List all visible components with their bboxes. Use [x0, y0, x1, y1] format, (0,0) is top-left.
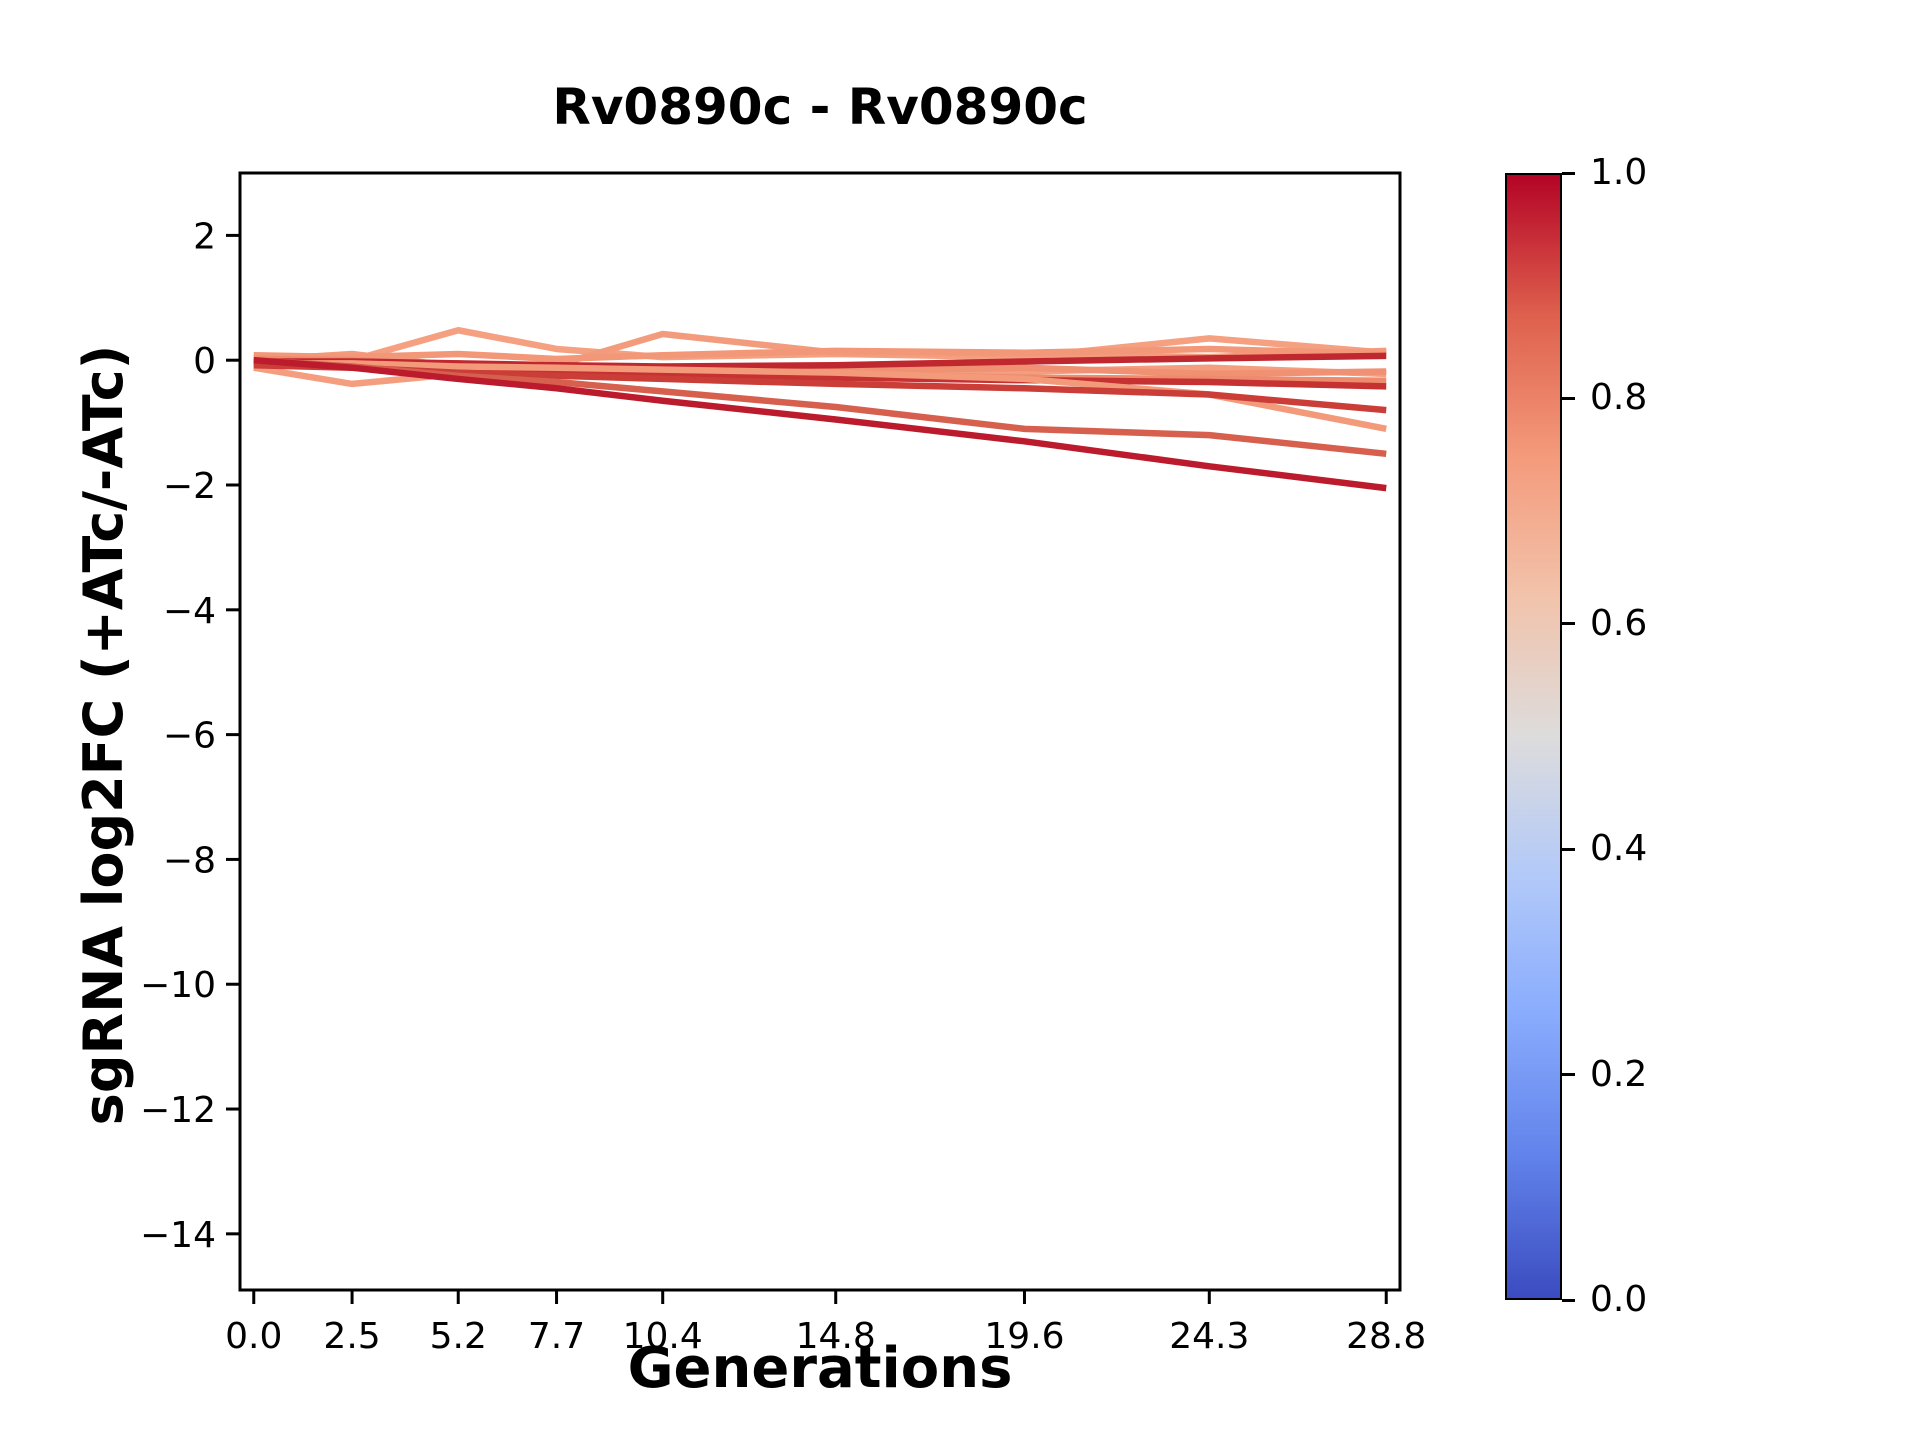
x-tick-label: 7.7	[528, 1316, 585, 1357]
colorbar-tick-mark	[1562, 396, 1575, 400]
x-tick-label: 5.2	[430, 1316, 487, 1357]
series-line-sgrna-12	[253, 356, 1387, 492]
colorbar-tick-label: 0.4	[1590, 828, 1648, 870]
colorbar-tick-mark	[1562, 171, 1575, 175]
x-tick-label: 2.5	[323, 1316, 380, 1357]
y-tick-label: −2	[163, 466, 216, 507]
colorbar-tick-label: 0.8	[1590, 377, 1648, 419]
x-tick-label: 19.6	[984, 1316, 1064, 1357]
y-tick-label: −10	[140, 965, 216, 1006]
x-tick-label: 0.0	[225, 1316, 282, 1357]
colorbar-tick-label: 0.0	[1590, 1279, 1648, 1320]
colorbar	[1505, 173, 1562, 1300]
y-tick-label: −14	[140, 1215, 216, 1256]
plot-area: 0.0 2.5 5.2 7.7 10.4 14.8 19.6 24.3 28.8 2 0 −2 −4 −6…	[140, 171, 1426, 1357]
colorbar-tick-mark	[1562, 622, 1575, 626]
colorbar-tick-mark	[1562, 847, 1575, 851]
colorbar-tick-label: 1.0	[1590, 152, 1648, 193]
y-tick-label: 2	[193, 216, 216, 257]
series-group	[253, 327, 1387, 492]
y-tick-label: 0	[193, 341, 216, 382]
chart-title: Rv0890c - Rv0890c	[552, 78, 1088, 136]
colorbar-tick-label: 0.2	[1590, 1053, 1648, 1095]
y-tick-label: −4	[163, 591, 216, 632]
y-tick-label: −6	[163, 716, 216, 757]
x-tick-label: 10.4	[623, 1316, 703, 1357]
x-tick-label: 28.8	[1346, 1316, 1426, 1357]
x-axis-label: Generations	[627, 1336, 1013, 1401]
y-tick-label: −8	[163, 840, 216, 881]
colorbar-tick-mark	[1562, 1073, 1575, 1077]
colorbar-tick-mark	[1562, 1298, 1575, 1302]
series-line-sgrna-4	[253, 345, 1387, 363]
y-tick-label: −12	[140, 1090, 216, 1131]
x-tick-label: 24.3	[1169, 1316, 1249, 1357]
colorbar-tick-label: 0.6	[1590, 602, 1648, 644]
axes-spines	[238, 171, 1402, 1292]
x-tick-label: 14.8	[796, 1316, 876, 1357]
